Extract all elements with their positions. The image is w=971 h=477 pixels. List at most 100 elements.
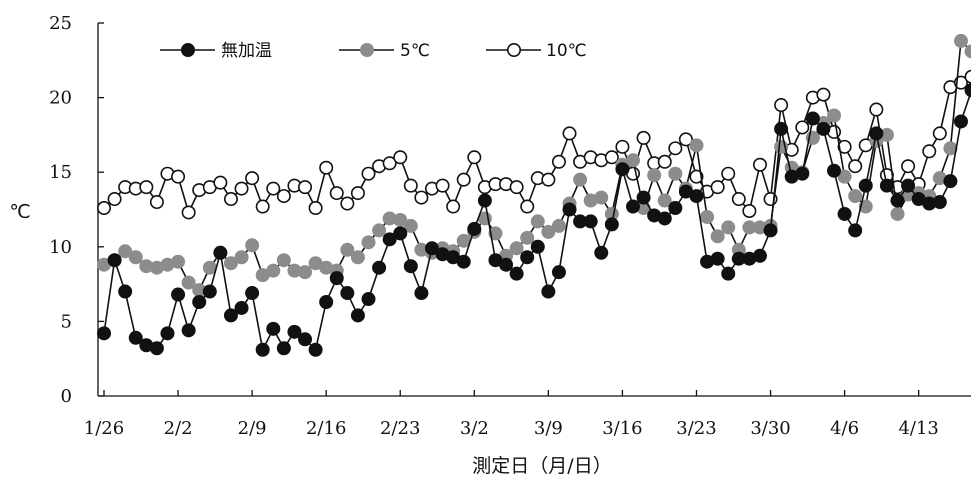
data-point — [255, 342, 270, 357]
legend-label: 5℃ — [400, 41, 430, 61]
axes: 0 5 10 15 20 25 1/26 2/2 2/9 2/16 2/23 3/2 3/9 3/16 3/… — [49, 13, 971, 439]
data-point — [414, 190, 429, 205]
data-point — [298, 265, 313, 280]
data-point — [721, 166, 736, 181]
data-point — [731, 192, 746, 207]
y-tick-label: 20 — [49, 88, 72, 109]
legend-item: 5℃ — [339, 41, 430, 61]
data-point — [689, 169, 704, 184]
data-point — [520, 230, 535, 245]
data-point — [858, 199, 873, 214]
data-point — [689, 189, 704, 204]
data-point — [594, 190, 609, 205]
data-point — [636, 190, 651, 205]
legend-item: 10℃ — [486, 41, 587, 61]
data-point — [287, 324, 302, 339]
x-tick-label: 3/2 — [460, 418, 489, 439]
legend: 無加温 5℃ 10℃ — [160, 41, 587, 61]
data-point — [879, 178, 894, 193]
data-point — [562, 202, 577, 217]
data-point — [298, 332, 313, 347]
x-axis-title: 測定日（月/日） — [472, 455, 611, 477]
data-point — [774, 98, 789, 113]
data-point — [710, 251, 725, 266]
data-point — [424, 241, 439, 256]
data-point — [657, 211, 672, 226]
data-point — [562, 126, 577, 141]
data-point — [678, 132, 693, 147]
data-point — [255, 199, 270, 214]
data-point — [901, 159, 916, 174]
data-point — [393, 226, 408, 241]
data-point — [308, 201, 323, 216]
data-point — [139, 180, 154, 195]
x-tick-label: 4/6 — [830, 418, 859, 439]
y-tick-label: 25 — [49, 13, 72, 34]
y-tick-label: 5 — [61, 311, 72, 332]
data-point — [710, 180, 725, 195]
data-point — [403, 218, 418, 233]
data-point — [223, 256, 238, 271]
data-point — [509, 180, 524, 195]
data-point — [382, 232, 397, 247]
data-point — [160, 326, 175, 341]
data-point — [721, 266, 736, 281]
data-point — [848, 223, 863, 238]
data-point — [435, 178, 450, 193]
data-point — [393, 212, 408, 227]
data-point — [467, 150, 482, 165]
data-point — [488, 226, 503, 241]
data-point — [329, 271, 344, 286]
data-point — [636, 130, 651, 145]
data-point — [223, 308, 238, 323]
data-point — [520, 199, 535, 214]
data-point — [107, 253, 122, 268]
data-point — [382, 156, 397, 171]
series-1 — [97, 83, 971, 357]
y-axis-title: ℃ — [9, 201, 30, 223]
data-point — [181, 323, 196, 338]
data-point — [372, 260, 387, 275]
series-layer — [97, 33, 971, 357]
data-point — [668, 166, 683, 181]
data-point — [625, 199, 640, 214]
data-point — [869, 126, 884, 141]
data-point — [964, 44, 971, 59]
data-point — [615, 162, 630, 177]
data-point — [551, 218, 566, 233]
data-point — [953, 114, 968, 129]
data-point — [107, 192, 122, 207]
data-point — [774, 121, 789, 136]
data-point — [181, 205, 196, 220]
data-point — [763, 223, 778, 238]
data-point — [181, 275, 196, 290]
data-point — [234, 181, 249, 196]
legend-label: 無加温 — [221, 41, 272, 61]
data-point — [710, 229, 725, 244]
legend-marker — [359, 42, 374, 57]
data-point — [583, 214, 598, 229]
data-point — [573, 172, 588, 187]
data-point — [171, 169, 186, 184]
data-point — [869, 102, 884, 117]
data-point — [700, 209, 715, 224]
data-point — [932, 195, 947, 210]
data-point — [742, 203, 757, 218]
data-point — [848, 159, 863, 174]
data-point — [266, 181, 281, 196]
data-point — [350, 308, 365, 323]
data-point — [456, 172, 471, 187]
data-point — [657, 154, 672, 169]
data-point — [530, 214, 545, 229]
data-point — [276, 189, 291, 204]
data-point — [816, 121, 831, 136]
data-point — [128, 330, 143, 345]
data-point — [245, 238, 260, 253]
data-point — [943, 174, 958, 189]
data-point — [361, 292, 376, 307]
data-point — [149, 195, 164, 210]
data-point — [276, 341, 291, 356]
data-point — [816, 87, 831, 102]
data-point — [414, 286, 429, 301]
data-point — [795, 120, 810, 135]
